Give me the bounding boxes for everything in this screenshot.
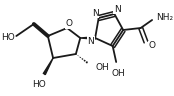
Text: OH: OH <box>111 69 125 78</box>
Polygon shape <box>80 37 95 39</box>
Text: NH₂: NH₂ <box>156 14 174 22</box>
Text: OH: OH <box>95 63 109 72</box>
Text: HO: HO <box>32 80 46 89</box>
Text: N: N <box>87 36 94 46</box>
Text: O: O <box>65 19 72 29</box>
Text: HO: HO <box>1 34 15 43</box>
Text: O: O <box>149 41 156 50</box>
Text: N: N <box>92 9 98 17</box>
Text: N: N <box>114 5 120 14</box>
Polygon shape <box>44 58 53 75</box>
